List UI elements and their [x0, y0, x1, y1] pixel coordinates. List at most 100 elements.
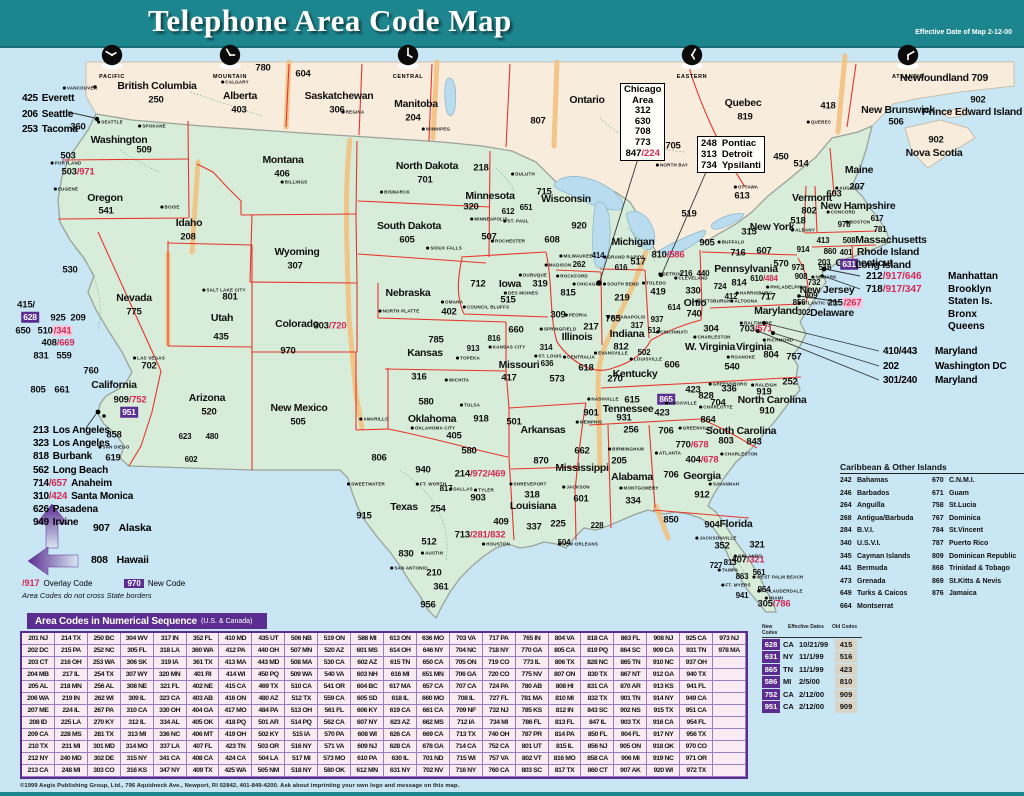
- table-cell: 414 WI: [219, 669, 253, 681]
- table-cell: 804 VA: [548, 633, 582, 645]
- table-cell: 615 TN: [384, 657, 417, 669]
- table-cell: 787 PR: [515, 729, 549, 741]
- area-code-label: 810/586: [651, 249, 685, 261]
- table-cell: 828 NC: [581, 657, 615, 669]
- city-label: EVANSVILLE: [593, 351, 628, 356]
- region-name-label: Arkansas: [520, 423, 566, 436]
- table-cell: [713, 729, 746, 741]
- table-cell: 612 MN: [351, 765, 384, 777]
- table-cell: 907 AK: [614, 765, 648, 777]
- nyc-borough-label: Queens: [948, 320, 985, 332]
- region-name-label: Georgia: [683, 469, 721, 482]
- nyc-borough-label: Bronx: [948, 308, 977, 320]
- timezone-clock-pacific: PACIFIC: [77, 44, 147, 80]
- area-code-label: 517: [630, 256, 646, 268]
- table-cell: 252 NC: [87, 645, 121, 657]
- table-cell: [713, 753, 746, 765]
- callout-row: 626 Pasadena: [33, 504, 98, 516]
- area-code-label: 828: [698, 390, 714, 402]
- callout-row: 213 Los Angeles: [33, 425, 110, 436]
- caribbean-item: 784 St.Vincent: [932, 527, 984, 535]
- area-code-label: 802: [801, 205, 817, 217]
- caribbean-item: 345 Cayman Islands: [840, 552, 911, 560]
- city-label: KANSAS CITY: [488, 345, 526, 350]
- area-code-label: 412: [724, 292, 738, 301]
- timezone-label: MOUNTAIN: [212, 74, 248, 80]
- area-code-label: 770/678: [675, 439, 709, 451]
- table-cell: 424 CA: [219, 753, 253, 765]
- table-cell: 213 CA: [22, 765, 55, 777]
- area-code-label: 717: [760, 291, 776, 303]
- table-cell: 602 AZ: [351, 657, 384, 669]
- area-code-label: 336: [721, 383, 737, 395]
- city-dot-icon: [562, 485, 565, 489]
- table-cell: [713, 741, 746, 753]
- table-cell: 662 MS: [416, 717, 450, 729]
- city-label: BALTIMORE: [739, 321, 772, 326]
- table-cell: 915 TX: [647, 705, 681, 717]
- area-code-label: 516: [818, 263, 832, 272]
- table-cell: 504 LA: [252, 753, 286, 765]
- hawaii-code: 808: [91, 554, 108, 566]
- area-code-label: 650: [15, 325, 31, 337]
- city-dot-icon: [544, 263, 548, 267]
- city-label: CALGARY: [221, 80, 249, 85]
- area-code-label: 503: [60, 150, 76, 162]
- area-code-label: 843: [746, 436, 762, 448]
- area-code-label: 813: [723, 558, 737, 567]
- table-cell: 503 OR: [252, 741, 286, 753]
- area-code-label: 570: [773, 258, 789, 270]
- city-dot-icon: [806, 120, 810, 124]
- area-code-label: 423: [654, 407, 670, 419]
- table-cell: 520 AZ: [318, 645, 352, 657]
- area-code-label: 352: [714, 540, 730, 552]
- area-code-label: 631: [840, 258, 858, 270]
- table-cell: 509 WA: [285, 669, 319, 681]
- clock-icon: [219, 44, 241, 70]
- chicago-box-line: 708: [634, 126, 651, 138]
- city-label: INDIANAPOLIS: [606, 315, 646, 320]
- table-cell: 717 PA: [482, 633, 516, 645]
- table-cell: 501 AR: [252, 717, 286, 729]
- table-cell: 909 CA: [647, 645, 681, 657]
- city-label: OKLAHOMA CITY: [410, 426, 456, 431]
- area-code-label: 314: [539, 343, 553, 352]
- overlay-code: /586: [666, 249, 685, 261]
- area-code-label: 775: [126, 306, 142, 318]
- city-dot-icon: [280, 180, 284, 184]
- table-cell: 450 PQ: [252, 669, 286, 681]
- table-cell: 405 OK: [186, 717, 220, 729]
- area-code-label: 919: [756, 386, 772, 398]
- city-label: REGINA: [341, 110, 365, 115]
- table-cell: [713, 669, 746, 681]
- city-label: ROANOKE: [726, 355, 756, 360]
- area-code-label: 740: [686, 308, 702, 320]
- table-cell: 208 ID: [22, 717, 55, 729]
- area-code-label: 317: [630, 321, 644, 330]
- clock-icon: [897, 44, 919, 70]
- region-name-label: Oregon: [87, 191, 123, 204]
- table-cell: 305 FL: [120, 645, 154, 657]
- area-code-label: 760: [83, 365, 99, 377]
- area-code-label: 214/972/469: [454, 468, 506, 480]
- area-code-label: 706: [663, 469, 679, 481]
- city-dot-icon: [62, 86, 66, 90]
- region-name-label: Washington: [90, 133, 148, 146]
- city-dot-icon: [556, 274, 559, 278]
- table-cell: 705 ON: [449, 657, 483, 669]
- city-label: WICHITA: [444, 378, 469, 383]
- overlay-code: /484: [762, 274, 778, 283]
- table-cell: 941 FL: [680, 681, 714, 693]
- area-code-label: 609: [804, 291, 818, 300]
- table-cell: 867 NT: [614, 669, 648, 681]
- area-code-label: 803: [718, 435, 734, 447]
- area-code-label: 607: [756, 245, 772, 257]
- table-cell: 510 CA: [285, 681, 319, 693]
- city-label: ATLANTA: [654, 451, 681, 456]
- region-name-label: Kentucky: [612, 367, 658, 380]
- city-label: SIOUX FALLS: [426, 246, 462, 251]
- city-dot-icon: [511, 172, 514, 176]
- table-cell: 519 ON: [318, 633, 352, 645]
- city-dot-icon: [593, 351, 597, 355]
